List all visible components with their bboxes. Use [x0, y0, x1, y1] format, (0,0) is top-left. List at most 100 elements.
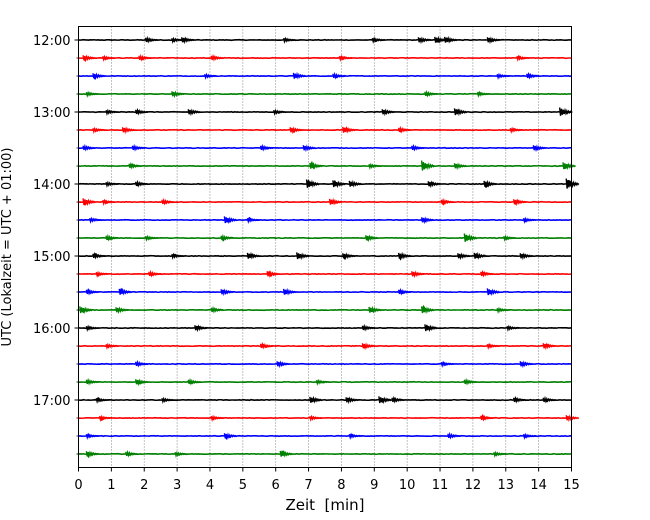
x-tick-label: 11	[432, 478, 449, 493]
seismic-event	[519, 360, 534, 369]
x-tick-label: 3	[173, 478, 181, 493]
seismic-traces	[78, 35, 580, 459]
trace	[78, 341, 572, 351]
seismic-event	[440, 360, 455, 368]
trace	[78, 251, 572, 261]
seismic-event	[305, 179, 320, 188]
seismic-event	[187, 377, 202, 386]
seismic-event	[102, 198, 116, 206]
trace	[78, 107, 573, 117]
seismic-event	[276, 360, 290, 369]
seismic-event	[171, 90, 185, 99]
seismic-event	[397, 125, 412, 134]
seismic-event	[246, 251, 261, 260]
y-tick-label: 16:00	[33, 322, 70, 337]
trace	[78, 395, 572, 405]
plot-frame	[78, 26, 572, 468]
seismic-event	[273, 108, 287, 116]
seismic-event	[134, 378, 149, 387]
seismic-event	[282, 287, 297, 296]
trace-line	[78, 324, 572, 330]
seismic-event	[493, 450, 507, 458]
x-tick-label: 6	[272, 478, 280, 493]
seismic-event	[397, 287, 412, 296]
seismic-event	[480, 413, 494, 422]
seismic-event	[519, 252, 534, 261]
seismic-event	[220, 288, 235, 297]
seismic-event	[361, 342, 376, 351]
trace	[78, 160, 576, 171]
seismic-event	[134, 359, 149, 368]
seismic-event	[342, 125, 356, 134]
x-tick-label: 4	[206, 478, 214, 493]
seismic-event	[115, 306, 129, 315]
seismic-event	[121, 126, 136, 135]
seismic-event	[105, 180, 119, 188]
trace	[78, 178, 580, 189]
trace	[78, 35, 572, 45]
seismic-event	[522, 216, 537, 224]
seismic-event	[85, 90, 100, 98]
seismic-event	[246, 216, 261, 224]
trace-line	[78, 361, 572, 366]
seismic-event	[496, 306, 511, 314]
y-tick-label: 17:00	[33, 394, 70, 409]
seismic-event	[424, 89, 438, 98]
seismic-event	[420, 306, 435, 315]
seismic-event	[391, 395, 405, 404]
x-tick-label: 7	[304, 478, 312, 493]
seismic-event	[138, 53, 152, 62]
trace	[78, 377, 572, 387]
seismic-event	[565, 414, 580, 423]
seismic-event	[194, 324, 208, 333]
seismic-event	[397, 251, 412, 260]
seismic-event	[180, 36, 195, 45]
seismic-event	[82, 198, 97, 207]
seismic-event	[92, 126, 106, 134]
seismic-event	[345, 396, 359, 405]
x-tick-label: 12	[465, 478, 482, 493]
trace-line	[78, 450, 572, 459]
y-tick-label: 15:00	[33, 250, 70, 265]
seismic-event	[473, 251, 488, 260]
trace	[78, 359, 572, 369]
seismic-event	[279, 449, 294, 458]
seismic-event	[503, 234, 517, 242]
seismic-event	[105, 108, 119, 116]
trace-line	[78, 146, 572, 151]
seismic-event	[411, 143, 425, 152]
seismic-event	[348, 432, 363, 440]
seismic-event	[365, 234, 379, 243]
seismic-event	[302, 144, 317, 153]
seismic-event	[496, 72, 511, 80]
seismic-event	[328, 197, 343, 206]
seismic-event	[427, 180, 442, 189]
trace-line	[78, 252, 572, 261]
seismic-event	[361, 323, 376, 332]
seismic-event	[125, 449, 139, 458]
seismic-event	[562, 162, 576, 171]
seismic-event	[486, 36, 501, 45]
trace-line	[78, 216, 572, 223]
seismic-event	[204, 72, 218, 80]
trace-line	[78, 304, 572, 314]
seismic-event	[453, 162, 468, 171]
seismic-event	[210, 414, 225, 422]
seismic-event	[424, 324, 438, 333]
y-tick-label: 12:00	[33, 34, 70, 49]
trace	[78, 53, 572, 63]
seismic-event	[463, 233, 478, 242]
x-tick-label: 1	[107, 478, 115, 493]
seismic-event	[92, 72, 106, 81]
seismic-event	[259, 341, 274, 350]
seismic-event	[85, 287, 100, 296]
x-tick-label: 0	[74, 478, 82, 493]
trace	[78, 143, 572, 153]
seismic-event	[509, 126, 524, 134]
seismic-event	[289, 126, 304, 135]
seismic-event	[259, 143, 274, 152]
seismic-event	[378, 396, 392, 405]
seismic-event	[417, 36, 432, 45]
x-tick-label: 2	[140, 478, 148, 493]
seismic-event	[332, 180, 346, 189]
